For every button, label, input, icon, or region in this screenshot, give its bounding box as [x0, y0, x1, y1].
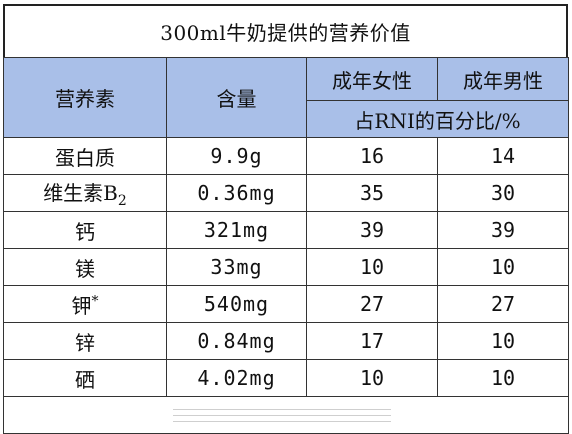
nutrient-name: 维生素B [43, 181, 118, 205]
amount-cell: 4.02mg [166, 359, 307, 397]
amount-cell: 540mg [166, 285, 307, 323]
header-row: 营养素 含量 成年女性 成年男性 [3, 57, 569, 138]
male-percent-cell: 30 [437, 174, 569, 212]
table-row: 锌 0.84mg 17 10 [3, 322, 569, 360]
table-title: 300ml牛奶提供的营养价值 [3, 4, 568, 59]
amount-cell: 9.9g [166, 137, 307, 175]
nutrient-cell: 钙 [3, 211, 167, 249]
nutrition-table: 营养素 含量 成年女性 成年男性 占RNI的百分比/% 蛋白质 9.9g 16 … [3, 57, 569, 434]
female-percent-cell: 39 [306, 211, 438, 249]
male-percent-cell: 39 [437, 211, 569, 249]
amount-cell: 0.84mg [166, 322, 307, 360]
nutrient-cell: 钾* [3, 285, 167, 323]
table-row: 钾* 540mg 27 27 [3, 285, 569, 323]
nutrient-cell: 镁 [3, 248, 167, 286]
nutrient-cell: 蛋白质 [3, 137, 167, 175]
nutrient-subscript: 2 [117, 193, 127, 209]
table-row: 钙 321mg 39 39 [3, 211, 569, 249]
nutrient-name: 钙 [75, 219, 95, 244]
amount-cell: 0.36mg [166, 174, 307, 212]
table-row: 硒 4.02mg 10 10 [3, 359, 569, 397]
amount-cell: 321mg [166, 211, 307, 249]
male-percent-cell: 14 [437, 137, 569, 175]
male-percent-cell: 10 [437, 248, 569, 286]
female-percent-cell: 10 [306, 248, 438, 286]
female-percent-cell: 27 [306, 285, 438, 323]
nutrient-name: 镁 [75, 256, 95, 281]
female-percent-cell: 16 [306, 137, 438, 175]
female-percent-cell: 10 [306, 359, 438, 397]
nutrient-name: 硒 [75, 367, 95, 392]
male-percent-cell: 10 [437, 359, 569, 397]
header-nutrient: 营养素 [3, 57, 167, 138]
female-percent-cell: 17 [306, 322, 438, 360]
nutrient-cell: 维生素B2 [3, 174, 167, 212]
nutrient-cell: 锌 [3, 322, 167, 360]
nutrition-sheet: 300ml牛奶提供的营养价值 营养素 含量 成年女性 成年男性 占RNI的百分比… [3, 4, 569, 434]
table-row: 蛋白质 9.9g 16 14 [3, 137, 569, 175]
header-adult-female: 成年女性 [306, 57, 438, 101]
nutrient-footnote-mark: * [91, 292, 99, 309]
female-percent-cell: 35 [306, 174, 438, 212]
nutrient-name: 钾 [71, 293, 92, 318]
header-adult-male: 成年男性 [437, 57, 569, 101]
header-rni-percent: 占RNI的百分比/% [306, 100, 569, 138]
nutrient-name: 锌 [75, 330, 95, 355]
nutrient-name: 蛋白质 [55, 145, 115, 170]
male-percent-cell: 10 [437, 322, 569, 360]
table-row: 维生素B2 0.36mg 35 30 [3, 174, 569, 212]
male-percent-cell: 27 [437, 285, 569, 323]
table-row: 镁 33mg 10 10 [3, 248, 569, 286]
nutrient-cell: 硒 [3, 359, 167, 397]
header-amount: 含量 [166, 57, 307, 138]
decorative-lines [173, 405, 391, 425]
amount-cell: 33mg [166, 248, 307, 286]
header-subrow: 占RNI的百分比/% [4, 100, 569, 138]
